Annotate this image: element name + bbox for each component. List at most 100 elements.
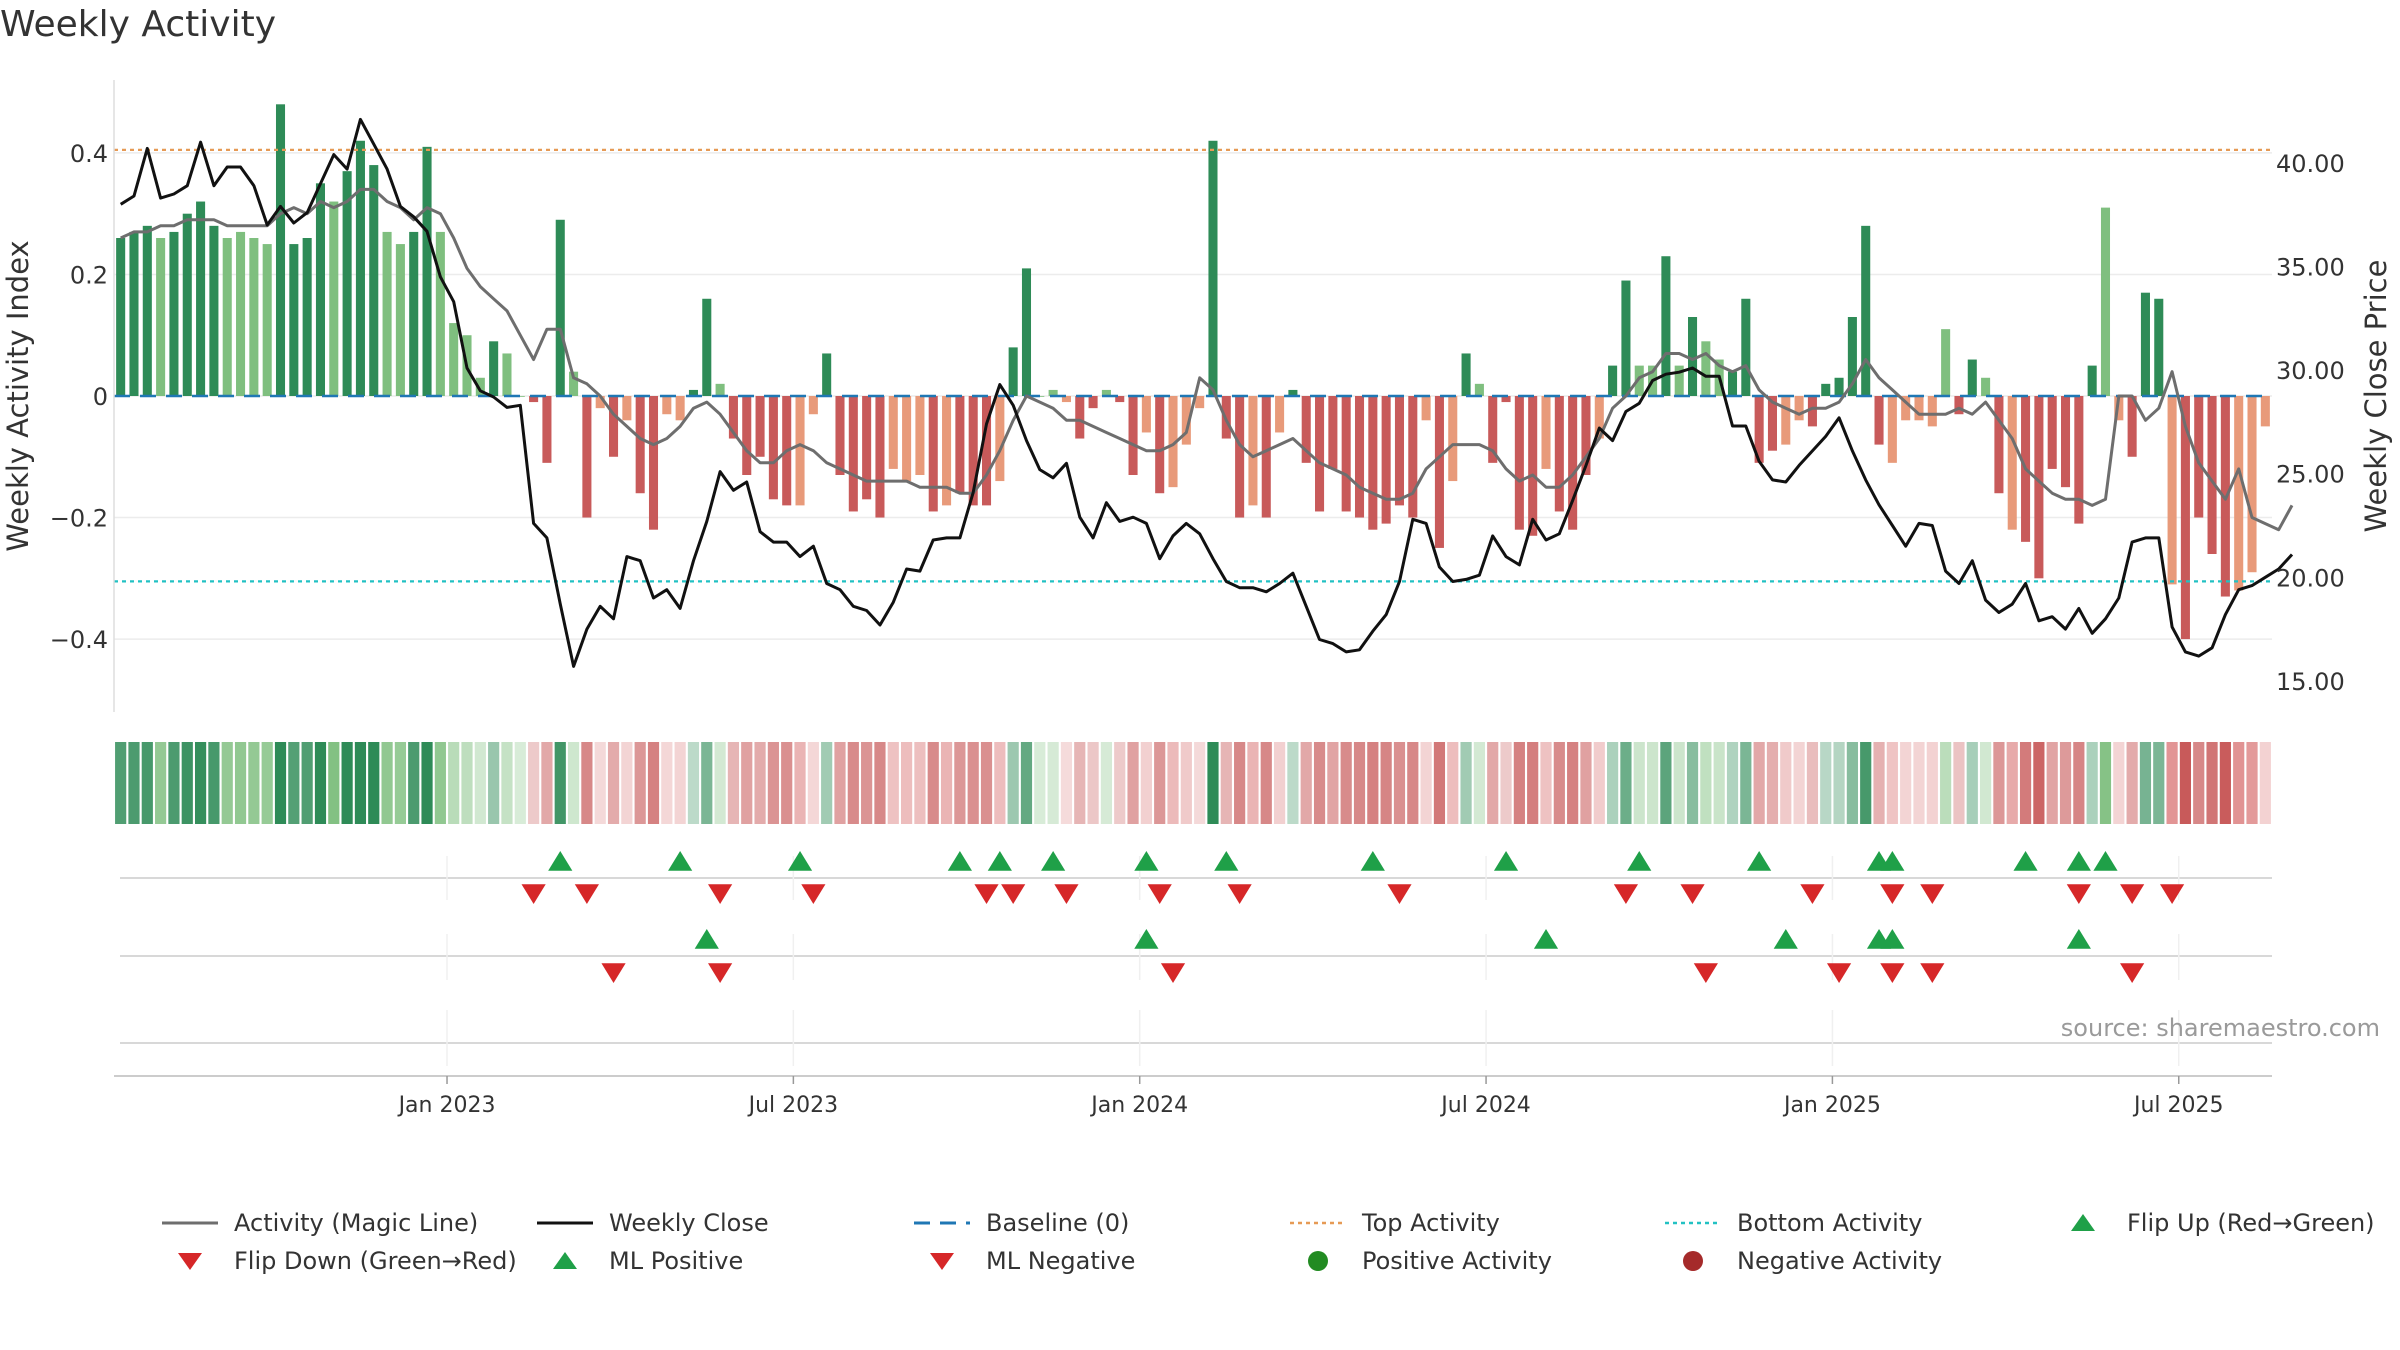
flip-up-marker [987, 851, 1012, 871]
heat-cell [141, 742, 153, 824]
legend-label: Weekly Close [609, 1209, 769, 1237]
ml-positive-marker [1533, 929, 1559, 949]
heat-cell [1793, 742, 1805, 824]
flip-down-marker [1001, 884, 1026, 904]
heat-cell [1007, 742, 1019, 824]
activity-bar [315, 183, 326, 396]
heat-cell [1273, 742, 1286, 824]
heat-cell [528, 742, 540, 824]
activity-bar [955, 396, 965, 494]
legend-swatch [537, 1221, 593, 1225]
activity-bar [862, 396, 872, 500]
flip-up-marker [2066, 851, 2091, 871]
legend-item: ML Positive [535, 1242, 743, 1280]
activity-bar [2007, 396, 2017, 530]
ml-negative-marker [1880, 963, 1905, 983]
y-tick-label: 0 [93, 383, 108, 411]
ml-negative-marker [1920, 963, 1945, 983]
legend-swatch [1683, 1251, 1703, 1271]
activity-bar [1794, 396, 1804, 421]
heat-cell [1074, 742, 1086, 824]
activity-heat-strip [115, 742, 2271, 824]
heat-cell [461, 742, 473, 824]
activity-bar [1088, 396, 1098, 409]
heat-cell [1940, 742, 1952, 824]
heat-cell [1646, 742, 1659, 824]
activity-bar [595, 396, 605, 409]
activity-bar [1021, 268, 1032, 396]
activity-bar [1368, 396, 1378, 530]
heat-cell [1660, 742, 1672, 824]
activity-bar [1621, 280, 1631, 396]
heat-cell [887, 742, 899, 824]
activity-bar [196, 201, 206, 396]
series-lines [119, 117, 2294, 668]
heat-cell [421, 742, 433, 824]
activity-bar [2034, 396, 2044, 579]
activity-bar [222, 238, 232, 396]
flip-down-marker [2159, 884, 2185, 904]
heat-cell [448, 742, 460, 824]
heat-cell [1820, 742, 1832, 824]
flip-up-marker [2093, 851, 2118, 871]
signal-markers [120, 851, 2272, 1066]
legend-item: Weekly Close [535, 1204, 769, 1242]
heat-cell [1700, 742, 1712, 824]
activity-bar [262, 244, 272, 396]
heat-cell [1753, 742, 1765, 824]
activity-bar [529, 396, 539, 403]
heat-cell [208, 742, 220, 824]
activity-bar [2180, 396, 2190, 640]
activity-bar [1887, 396, 1897, 463]
activity-bar [1834, 377, 1844, 396]
flip-down-marker [1054, 884, 1079, 904]
heat-cell [1993, 742, 2005, 824]
x-axis: Jan 2023 Jul 2023 Jan 2024 Jul 2024 Jan 2025… [114, 1075, 2272, 1118]
activity-bar [1181, 396, 1191, 445]
heat-cell [1207, 742, 1219, 824]
flip-down-marker [1880, 884, 1905, 904]
activity-bar [1514, 396, 1524, 530]
activity-bar [2260, 396, 2270, 427]
heat-cell [2219, 742, 2231, 824]
activity-bar [1741, 298, 1751, 396]
heat-cell [1060, 742, 1073, 824]
flip-up-marker [1627, 851, 1652, 871]
legend-label: Bottom Activity [1737, 1209, 1923, 1237]
heat-cell [541, 742, 553, 824]
activity-bar [435, 231, 445, 396]
heat-cell [1740, 742, 1752, 824]
heat-cell [1140, 742, 1152, 824]
heat-cell [2179, 742, 2192, 824]
activity-bar [342, 171, 352, 396]
heat-cell [2086, 742, 2098, 824]
heat-cell [1500, 742, 1512, 824]
heat-cell [1780, 742, 1792, 824]
legend-swatch [553, 1252, 577, 1269]
flip-up-marker [1880, 851, 1905, 871]
flip-up-marker [1214, 851, 1239, 871]
ml-positive-marker [2066, 929, 2091, 949]
heat-cell [234, 742, 247, 824]
flip-up-marker [548, 851, 573, 871]
activity-bar [702, 298, 712, 396]
activity-bar [888, 396, 898, 469]
activity-bar [662, 396, 672, 415]
legend-item: Negative Activity [1663, 1242, 1942, 1280]
heat-cell [1114, 742, 1126, 824]
flip-down-marker [708, 884, 733, 904]
activity-bar [688, 389, 698, 396]
activity-bar [1821, 383, 1831, 396]
heat-cell [861, 742, 873, 824]
legend-swatch [2071, 1214, 2095, 1231]
heat-cell [767, 742, 779, 824]
heat-cell [1167, 742, 1179, 824]
activity-bar [1914, 396, 1924, 421]
activity-bar [1488, 396, 1498, 463]
activity-bar [569, 371, 579, 396]
heat-cell [248, 742, 260, 824]
heat-cell [2059, 742, 2072, 824]
heat-cell [754, 742, 766, 824]
heat-cell [687, 742, 700, 824]
